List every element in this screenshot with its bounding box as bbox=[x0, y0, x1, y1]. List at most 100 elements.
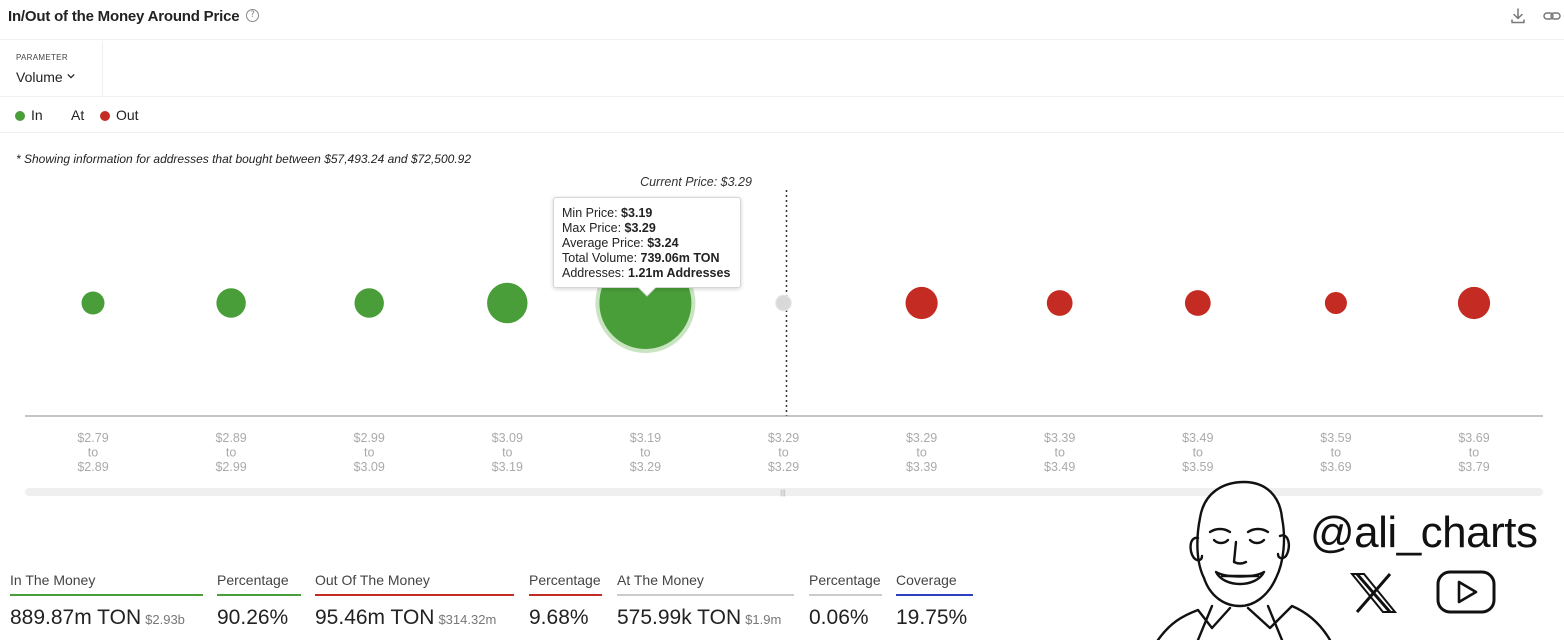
stat-in-percentage: Percentage 90.26% bbox=[217, 570, 301, 630]
x-tick-label: $3.59 bbox=[1320, 431, 1351, 445]
stat-label: Percentage bbox=[529, 570, 602, 596]
tooltip: Min Price: $3.19 Max Price: $3.29 Averag… bbox=[553, 197, 741, 288]
download-icon[interactable] bbox=[1508, 6, 1528, 26]
stat-value: 0.06% bbox=[809, 606, 869, 629]
bubble-chart: Current Price: $3.29 $2.79to$2.89$2.89to… bbox=[25, 175, 1543, 497]
x-tick-label: $3.09 bbox=[492, 431, 523, 445]
bubble-out[interactable] bbox=[1046, 290, 1073, 316]
divider bbox=[0, 132, 1564, 133]
legend-label-out: Out bbox=[116, 107, 139, 123]
x-tick-label: $3.29 bbox=[768, 460, 799, 474]
bubble-out[interactable] bbox=[1457, 286, 1491, 320]
bubble-out[interactable] bbox=[905, 286, 938, 320]
parameter-label: PARAMETER bbox=[16, 53, 68, 62]
x-tick-label: to bbox=[640, 446, 650, 460]
x-tick-label: to bbox=[1054, 446, 1064, 460]
scrollbar-track[interactable] bbox=[25, 488, 1543, 496]
stat-value: 575.99k TON bbox=[617, 606, 742, 629]
stat-label: Out Of The Money bbox=[315, 570, 514, 596]
watermark bbox=[1156, 480, 1496, 640]
legend-item-at[interactable]: At bbox=[71, 106, 84, 124]
x-tick-label: $3.69 bbox=[1458, 431, 1489, 445]
tooltip-row-avg: Average Price: $3.24 bbox=[562, 236, 679, 250]
youtube-icon bbox=[1436, 570, 1496, 614]
x-tick-label: $3.39 bbox=[1044, 431, 1075, 445]
x-tick-label: to bbox=[88, 446, 98, 460]
stat-sub-value: $2.93b bbox=[145, 612, 185, 627]
current-price-label: Current Price: $3.29 bbox=[640, 175, 752, 189]
legend-label-in: In bbox=[31, 107, 43, 123]
stat-value: 19.75% bbox=[896, 606, 968, 629]
x-tick-label: to bbox=[226, 446, 236, 460]
x-tick-label: $3.79 bbox=[1458, 460, 1489, 474]
watermark-handle: @ali_charts bbox=[1310, 508, 1538, 557]
legend-item-out[interactable]: Out bbox=[100, 106, 139, 124]
x-tick-label: $2.99 bbox=[215, 460, 246, 474]
cartoon-face-icon bbox=[1156, 480, 1332, 640]
x-tick-label: $3.49 bbox=[1182, 431, 1213, 445]
stat-value: 889.87m TON bbox=[10, 606, 142, 629]
stat-coverage: Coverage 19.75% bbox=[896, 570, 973, 630]
legend-dot-out bbox=[100, 111, 110, 121]
bubble-in[interactable] bbox=[487, 282, 528, 324]
tooltip-pointer bbox=[638, 287, 656, 297]
stat-sub-value: $1.9m bbox=[745, 612, 782, 627]
x-tick-label: $3.29 bbox=[906, 431, 937, 445]
tooltip-row-min: Min Price: $3.19 bbox=[562, 206, 653, 220]
x-tick-label: to bbox=[1331, 446, 1341, 460]
x-tick-label: $2.99 bbox=[354, 431, 385, 445]
legend-item-in[interactable]: In bbox=[15, 106, 43, 124]
x-tick-label: $2.89 bbox=[77, 460, 108, 474]
stat-label: In The Money bbox=[10, 570, 203, 596]
stat-at-the-money: At The Money 575.99k TON $1.9m bbox=[617, 570, 794, 630]
scrollbar-grip[interactable]: ||| bbox=[780, 490, 786, 497]
link-icon[interactable] bbox=[1542, 6, 1562, 26]
bubble-in[interactable] bbox=[81, 291, 105, 315]
chevron-down-icon bbox=[67, 73, 75, 79]
bubble-in[interactable] bbox=[354, 288, 384, 318]
bubble-out[interactable] bbox=[1324, 291, 1347, 315]
legend-dot-in bbox=[15, 111, 25, 121]
parameter-value: Volume bbox=[16, 69, 63, 85]
x-tick-label: to bbox=[916, 446, 926, 460]
x-tick-label: $3.39 bbox=[906, 460, 937, 474]
x-tick-label: $2.79 bbox=[77, 431, 108, 445]
tooltip-row-addresses: Addresses: 1.21m Addresses bbox=[562, 266, 731, 280]
stat-value: 9.68% bbox=[529, 606, 589, 629]
x-tick-label: $2.89 bbox=[215, 431, 246, 445]
stat-value: 95.46m TON bbox=[315, 606, 435, 629]
bubble-in[interactable] bbox=[216, 288, 246, 318]
stat-in-the-money: In The Money 889.87m TON $2.93b bbox=[10, 570, 203, 630]
x-tick-label: to bbox=[1193, 446, 1203, 460]
stat-at-percentage: Percentage 0.06% bbox=[809, 570, 882, 630]
stat-label: At The Money bbox=[617, 570, 794, 596]
x-tick-label: to bbox=[1469, 446, 1479, 460]
x-tick-label: to bbox=[502, 446, 512, 460]
legend-label-at: At bbox=[71, 107, 85, 123]
stat-out-percentage: Percentage 9.68% bbox=[529, 570, 602, 630]
parameter-select[interactable]: Volume bbox=[16, 69, 75, 85]
stat-sub-value: $314.32m bbox=[438, 612, 497, 627]
stat-value: 90.26% bbox=[217, 606, 289, 629]
divider bbox=[0, 96, 1564, 97]
stat-label: Percentage bbox=[809, 570, 882, 596]
x-tick-label: $3.09 bbox=[354, 460, 385, 474]
stat-label: Coverage bbox=[896, 570, 973, 596]
x-tick-label: $3.29 bbox=[630, 460, 661, 474]
question-circle-icon[interactable]: ? bbox=[246, 9, 259, 22]
x-logo-icon bbox=[1349, 573, 1398, 613]
x-tick-label: to bbox=[778, 446, 788, 460]
bubble-at[interactable] bbox=[775, 294, 792, 312]
bubble-out[interactable] bbox=[1184, 290, 1211, 316]
x-tick-label: $3.69 bbox=[1320, 460, 1351, 474]
x-tick-label: $3.49 bbox=[1044, 460, 1075, 474]
range-note: * Showing information for addresses that… bbox=[16, 152, 471, 166]
x-tick-label: $3.19 bbox=[492, 460, 523, 474]
parameter-box bbox=[0, 41, 103, 97]
x-tick-label: to bbox=[364, 446, 374, 460]
stat-out-of-the-money: Out Of The Money 95.46m TON $314.32m bbox=[315, 570, 514, 630]
stat-label: Percentage bbox=[217, 570, 301, 596]
x-tick-label: $3.29 bbox=[768, 431, 799, 445]
x-tick-label: $3.19 bbox=[630, 431, 661, 445]
tooltip-row-max: Max Price: $3.29 bbox=[562, 221, 656, 235]
